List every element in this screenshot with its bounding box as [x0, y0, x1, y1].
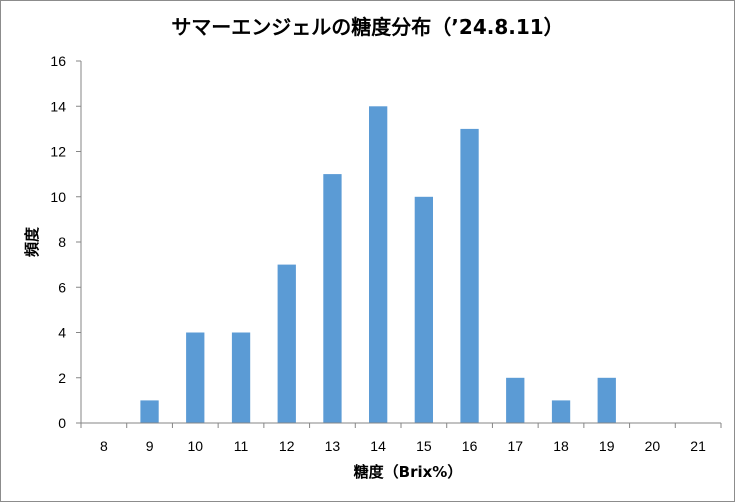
bar-11: [231, 332, 251, 423]
bar-17: [506, 377, 525, 424]
x-tick-label: 17: [508, 438, 524, 454]
y-tick-label: 6: [58, 279, 66, 295]
x-tick-label: 20: [645, 438, 661, 454]
bar-12: [277, 264, 296, 423]
x-tick-label: 18: [553, 438, 569, 454]
bar-13: [323, 174, 342, 423]
bar-9: [140, 400, 159, 423]
x-tick-label: 14: [370, 438, 386, 454]
y-tick-label: 0: [58, 415, 66, 431]
bar-14: [369, 106, 388, 424]
bar-16: [460, 128, 479, 423]
bar-19: [597, 377, 616, 424]
bar-10: [186, 332, 205, 423]
y-tick-label: 8: [58, 234, 66, 250]
x-axis-ticks: 8 9 10 11 12 13 14 15 16 17 18 19 20 21: [80, 423, 722, 454]
y-tick-label: 2: [58, 370, 66, 386]
chart-title: サマーエンジェルの糖度分布（’24.8.11）: [171, 15, 564, 39]
bar-18: [551, 400, 571, 423]
x-tick-label: 9: [146, 438, 154, 454]
bar-15: [414, 196, 433, 424]
y-axis-title: 頻度: [23, 226, 41, 257]
y-tick-label: 4: [58, 325, 66, 341]
x-tick-label: 11: [234, 438, 249, 454]
y-tick-label: 14: [50, 98, 66, 114]
y-axis-ticks: 0 2 4 6 8 10 12 14 16: [50, 53, 81, 431]
x-tick-label: 13: [325, 438, 341, 454]
x-tick-label: 21: [690, 438, 706, 454]
x-tick-label: 19: [599, 438, 615, 454]
x-tick-label: 12: [279, 438, 295, 454]
y-tick-label: 16: [50, 53, 66, 69]
x-axis-title: 糖度（Brix%）: [354, 463, 463, 481]
bar-series: [140, 106, 616, 424]
y-tick-label: 10: [50, 189, 66, 205]
x-tick-label: 16: [462, 438, 478, 454]
x-tick-label: 15: [416, 438, 432, 454]
x-tick-label: 8: [100, 438, 108, 454]
y-tick-label: 12: [50, 144, 66, 160]
x-tick-label: 10: [188, 438, 204, 454]
